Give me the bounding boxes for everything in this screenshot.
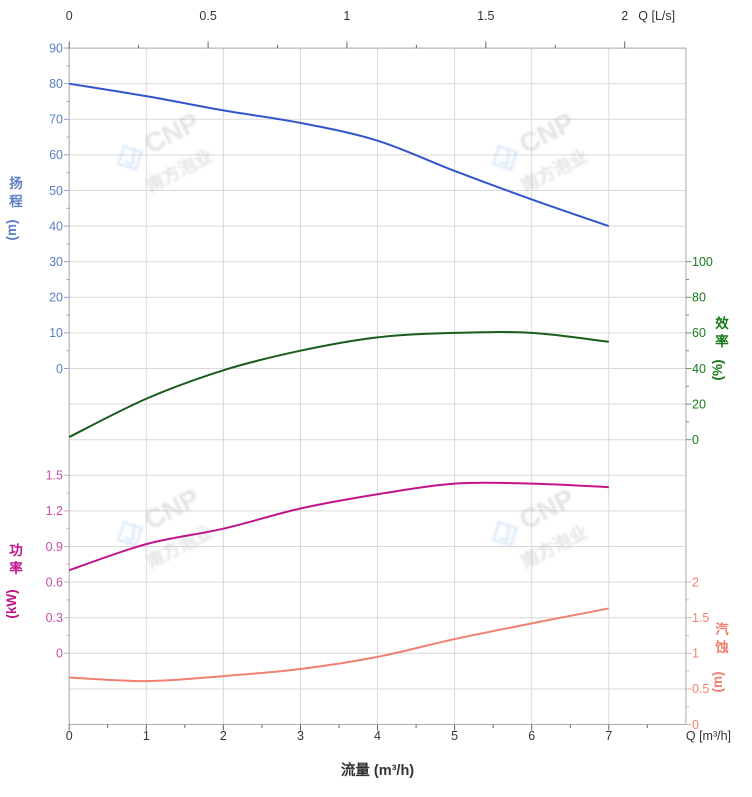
svg-text:4: 4 — [374, 729, 381, 743]
svg-text:70: 70 — [49, 113, 63, 127]
svg-text:10: 10 — [49, 326, 63, 340]
svg-text:0: 0 — [56, 647, 63, 661]
svg-text:1: 1 — [343, 9, 350, 23]
svg-text:40: 40 — [692, 362, 706, 376]
svg-text:60: 60 — [692, 326, 706, 340]
svg-text:率: 率 — [715, 333, 729, 349]
svg-text:0.5: 0.5 — [199, 9, 216, 23]
svg-text:5: 5 — [451, 729, 458, 743]
svg-text:6: 6 — [528, 729, 535, 743]
svg-text:1: 1 — [143, 729, 150, 743]
svg-text:60: 60 — [49, 148, 63, 162]
svg-text:汽: 汽 — [715, 621, 729, 637]
svg-text:7: 7 — [605, 729, 612, 743]
svg-text:90: 90 — [49, 41, 63, 55]
svg-text:0: 0 — [56, 362, 63, 376]
svg-text:率: 率 — [9, 560, 23, 576]
svg-text:0.9: 0.9 — [46, 540, 63, 554]
svg-text:0.5: 0.5 — [692, 682, 709, 696]
svg-text:蚀: 蚀 — [714, 639, 729, 655]
svg-text:Q [L/s]: Q [L/s] — [638, 9, 675, 23]
svg-text:0: 0 — [66, 729, 73, 743]
svg-text:扬: 扬 — [9, 175, 23, 191]
svg-text:50: 50 — [49, 184, 63, 198]
svg-text:效: 效 — [715, 315, 729, 331]
svg-text:80: 80 — [49, 77, 63, 91]
svg-text:1: 1 — [692, 647, 699, 661]
svg-text:0.3: 0.3 — [46, 611, 63, 625]
svg-text:100: 100 — [692, 255, 713, 269]
svg-text:流量 (m³/h): 流量 (m³/h) — [341, 761, 414, 779]
svg-text:0: 0 — [692, 433, 699, 447]
svg-text:1.5: 1.5 — [477, 9, 494, 23]
svg-text:2: 2 — [220, 729, 227, 743]
svg-text:0.6: 0.6 — [46, 575, 63, 589]
svg-text:30: 30 — [49, 255, 63, 269]
svg-text:1.5: 1.5 — [692, 611, 709, 625]
svg-text:2: 2 — [692, 575, 699, 589]
svg-text:20: 20 — [49, 291, 63, 305]
svg-text:程: 程 — [9, 194, 23, 209]
svg-text:Q [m³/h]: Q [m³/h] — [686, 729, 731, 743]
svg-text:2: 2 — [621, 9, 628, 23]
svg-text:80: 80 — [692, 291, 706, 305]
svg-text:(%): (%) — [710, 360, 725, 381]
svg-text:(kW): (kW) — [4, 589, 19, 618]
svg-text:20: 20 — [692, 397, 706, 411]
svg-text:0: 0 — [66, 9, 73, 23]
svg-text:功: 功 — [9, 543, 23, 558]
svg-text:(m): (m) — [710, 672, 725, 693]
svg-text:1.5: 1.5 — [46, 469, 63, 483]
svg-text:(m): (m) — [4, 220, 19, 241]
svg-text:1.2: 1.2 — [46, 504, 63, 518]
svg-text:40: 40 — [49, 219, 63, 233]
svg-text:3: 3 — [297, 729, 304, 743]
